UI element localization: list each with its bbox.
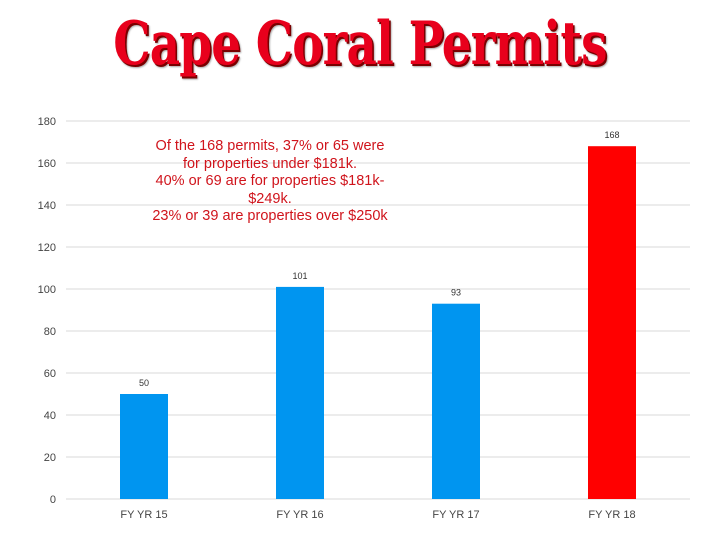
chart-annotation: Of the 168 permits, 37% or 65 were for p… [130, 138, 410, 226]
y-tick-label: 100 [38, 284, 56, 296]
bar [588, 146, 636, 499]
x-tick-label: FY YR 15 [120, 509, 167, 521]
annotation-line: $249k. [248, 190, 292, 207]
y-tick-label: 0 [50, 494, 56, 506]
x-tick-label: FY YR 16 [276, 509, 323, 521]
bar [120, 394, 168, 499]
annotation-line: Of the 168 permits, 37% or 65 were [155, 138, 385, 154]
data-label: 168 [604, 130, 619, 140]
data-label: 93 [451, 288, 461, 298]
bar [432, 303, 480, 499]
chart-title: Cape Coral Permits [113, 9, 607, 79]
x-tick-label: FY YR 17 [432, 509, 479, 521]
y-tick-label: 160 [38, 158, 56, 170]
y-tick-label: 80 [44, 326, 56, 338]
y-tick-label: 120 [38, 242, 56, 254]
y-tick-label: 20 [44, 452, 56, 464]
annotation-line: for properties under $181k. [182, 155, 358, 172]
bar [276, 286, 324, 499]
x-tick-label: FY YR 18 [588, 509, 635, 521]
data-label: 101 [292, 271, 307, 281]
y-tick-label: 140 [38, 200, 56, 212]
y-tick-label: 40 [44, 410, 56, 422]
annotation-line: 40% or 69 are for properties $181k- [155, 173, 385, 189]
data-label: 50 [139, 378, 149, 388]
annotation-line: 23% or 39 are properties over $250k [152, 208, 388, 224]
y-tick-label: 60 [44, 368, 56, 380]
y-tick-label: 180 [38, 116, 56, 128]
